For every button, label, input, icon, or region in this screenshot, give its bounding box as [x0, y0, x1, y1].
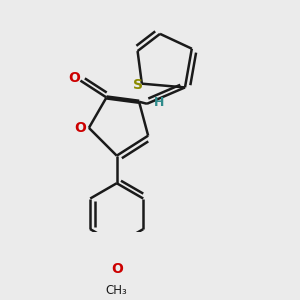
Text: O: O: [111, 262, 123, 276]
Text: S: S: [133, 78, 143, 92]
Text: CH₃: CH₃: [106, 284, 128, 297]
Text: H: H: [153, 96, 164, 109]
Text: O: O: [74, 121, 86, 135]
Text: O: O: [68, 70, 80, 85]
